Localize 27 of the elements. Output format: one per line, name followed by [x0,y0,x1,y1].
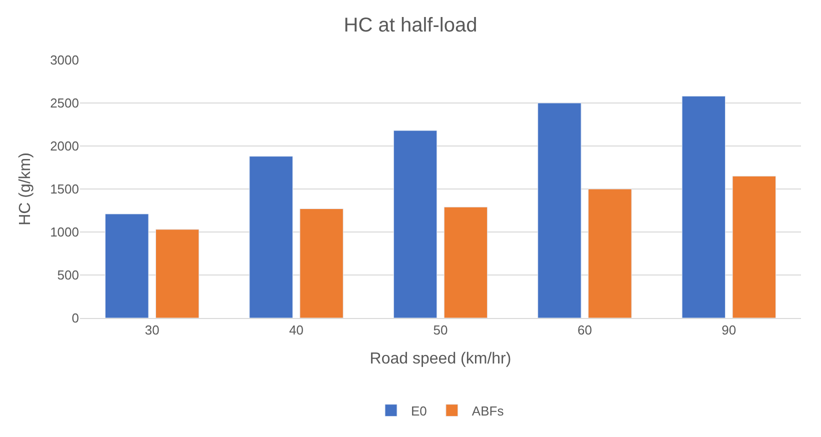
y-axis-title: HC (g/km) [16,152,34,226]
x-tick-label: 50 [433,322,448,338]
bar [682,96,726,318]
x-tick-label: 60 [577,322,592,338]
bar [538,102,582,318]
bar [732,176,776,318]
chart-title: HC at half-load [344,14,478,36]
legend-label: E0 [411,403,427,418]
bar [300,208,344,318]
y-tick-label: 3000 [50,52,79,68]
bar [104,214,149,318]
y-tick-label: 0 [72,310,79,326]
y-tick-label: 2500 [50,96,79,111]
bar [155,229,200,318]
x-tick-label: 40 [289,322,304,338]
bar [249,156,293,318]
bar [393,130,438,318]
x-tick-label: 30 [144,322,160,338]
bar [588,188,632,318]
y-tick-label: 500 [57,268,79,283]
bar [444,206,488,318]
y-tick-label: 2000 [50,138,79,154]
x-tick-label: 90 [722,322,736,338]
y-tick-label: 1000 [50,224,79,240]
x-axis-title: Road speed (km/hr) [370,350,512,368]
y-tick-label: 1500 [50,182,79,197]
legend-label: ABFs [472,403,504,418]
